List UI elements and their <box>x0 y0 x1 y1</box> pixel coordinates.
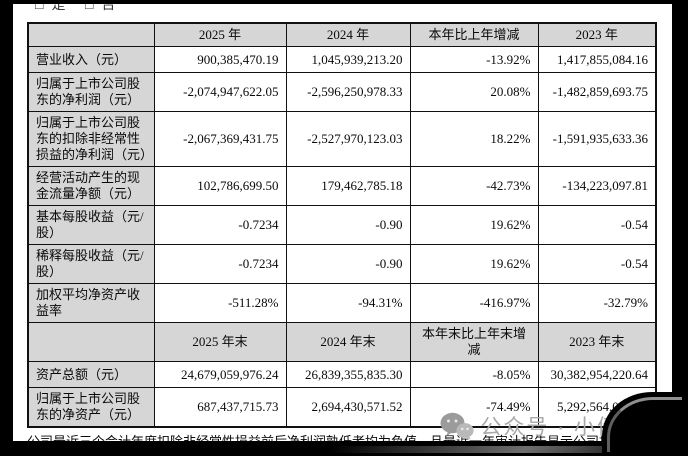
header-cell-change-end: 本年末比上年末增减 <box>409 322 539 362</box>
table-row-net-assets: 归属于上市公司股东的净资产（元） 687,437,715.73 2,694,43… <box>27 387 657 428</box>
cell-2024: -94.31% <box>285 283 411 323</box>
cell-2024: 179,462,785.18 <box>285 166 411 206</box>
header-cell-2024: 2024 年 <box>285 22 411 47</box>
cell-2024: -0.90 <box>285 205 411 245</box>
cell-change: 19.62% <box>409 205 539 245</box>
cell-2023: -1,591,935,633.36 <box>537 111 657 167</box>
header-cell-empty <box>27 22 155 47</box>
row-label: 稀释每股收益（元/股） <box>27 244 155 284</box>
audit-footnote: 公司最近三个会计年度扣除非经常性损益前后净利润孰低者均为负值，且最近一年审计报告… <box>27 433 651 441</box>
header-cell-2023: 2023 年 <box>537 22 657 47</box>
cell-2024: 26,839,355,835.30 <box>285 361 411 388</box>
cell-2025: -511.28% <box>153 283 287 323</box>
cell-2023: -134,223,097.81 <box>537 166 657 206</box>
wechat-icon <box>440 412 474 440</box>
table-row-net-profit: 归属于上市公司股东的净利润（元） -2,074,947,622.05 -2,59… <box>27 72 657 112</box>
financial-summary-table: 2025 年 2024 年 本年比上年增减 2023 年 营业收入（元） 900… <box>27 22 657 428</box>
cell-2025: -0.7234 <box>153 244 287 284</box>
frame-right-bar <box>672 0 688 456</box>
cell-change: -416.97% <box>409 283 539 323</box>
cell-2023: -0.54 <box>537 244 657 284</box>
table-row-basic-eps: 基本每股收益（元/股） -0.7234 -0.90 19.62% -0.54 <box>27 205 657 245</box>
cell-2024: 1,045,939,213.20 <box>285 46 411 73</box>
cell-2025: 900,385,470.19 <box>153 46 287 73</box>
header-cell-2025: 2025 年 <box>153 22 287 47</box>
cell-2023: -1,482,859,693.75 <box>537 72 657 112</box>
cell-2025: 687,437,715.73 <box>153 387 287 428</box>
row-label: 归属于上市公司股东的净利润（元） <box>27 72 155 112</box>
header-cell-empty <box>27 322 155 362</box>
cell-2023: 1,417,855,084.16 <box>537 46 657 73</box>
cell-2023: -0.54 <box>537 205 657 245</box>
table-row-net-profit-deducted: 归属于上市公司股东的扣除非经常性损益的净利润（元） -2,067,369,431… <box>27 111 657 167</box>
document-page: □是 □否 2025 年 2024 年 本年比上年增减 2023 年 营业收入（… <box>13 4 672 441</box>
header-cell-2024-end: 2024 年末 <box>285 322 411 362</box>
row-label: 经营活动产生的现金流量净额（元） <box>27 166 155 206</box>
frame-bottom-highlight <box>327 446 633 453</box>
row-label: 基本每股收益（元/股） <box>27 205 155 245</box>
header-cell-2025-end: 2025 年末 <box>153 322 287 362</box>
header-cell-2023-end: 2023 年末 <box>537 322 657 362</box>
cell-2025: -0.7234 <box>153 205 287 245</box>
table-header-row-period: 2025 年 2024 年 本年比上年增减 2023 年 <box>27 22 657 47</box>
table-row-total-assets: 资产总额（元） 24,679,059,976.24 26,839,355,835… <box>27 361 657 388</box>
table-row-diluted-eps: 稀释每股收益（元/股） -0.7234 -0.90 19.62% -0.54 <box>27 244 657 284</box>
cell-change: 19.62% <box>409 244 539 284</box>
cell-2023: 30,382,954,220.64 <box>537 361 657 388</box>
row-label: 加权平均净资产收益率 <box>27 283 155 323</box>
cell-2024: -2,596,250,978.33 <box>285 72 411 112</box>
cell-2025: 102,786,699.50 <box>153 166 287 206</box>
clipped-checkbox-text: □是 □否 <box>35 4 124 13</box>
row-label: 营业收入（元） <box>27 46 155 73</box>
table-row-revenue: 营业收入（元） 900,385,470.19 1,045,939,213.20 … <box>27 46 657 73</box>
cell-2023: -32.79% <box>537 283 657 323</box>
table-header-row-endpoint: 2025 年末 2024 年末 本年末比上年末增减 2023 年末 <box>27 322 657 362</box>
table-row-weighted-roe: 加权平均净资产收益率 -511.28% -94.31% -416.97% -32… <box>27 283 657 323</box>
cell-change: 18.22% <box>409 111 539 167</box>
cell-2025: -2,074,947,622.05 <box>153 72 287 112</box>
cell-2025: -2,067,369,431.75 <box>153 111 287 167</box>
header-cell-change: 本年比上年增减 <box>409 22 539 47</box>
cell-change: 20.08% <box>409 72 539 112</box>
cell-change: -74.49% <box>409 387 539 428</box>
cell-2025: 24,679,059,976.24 <box>153 361 287 388</box>
cell-change: -42.73% <box>409 166 539 206</box>
cell-2024: -0.90 <box>285 244 411 284</box>
cell-change: -13.92% <box>409 46 539 73</box>
row-label: 资产总额（元） <box>27 361 155 388</box>
table-row-operating-cashflow: 经营活动产生的现金流量净额（元） 102,786,699.50 179,462,… <box>27 166 657 206</box>
cell-change: -8.05% <box>409 361 539 388</box>
clipped-checkbox-row: □是 □否 <box>35 4 672 14</box>
row-label: 归属于上市公司股东的净资产（元） <box>27 387 155 428</box>
row-label: 归属于上市公司股东的扣除非经常性损益的净利润（元） <box>27 111 155 167</box>
cell-2024: 2,694,430,571.52 <box>285 387 411 428</box>
cell-2024: -2,527,970,123.03 <box>285 111 411 167</box>
